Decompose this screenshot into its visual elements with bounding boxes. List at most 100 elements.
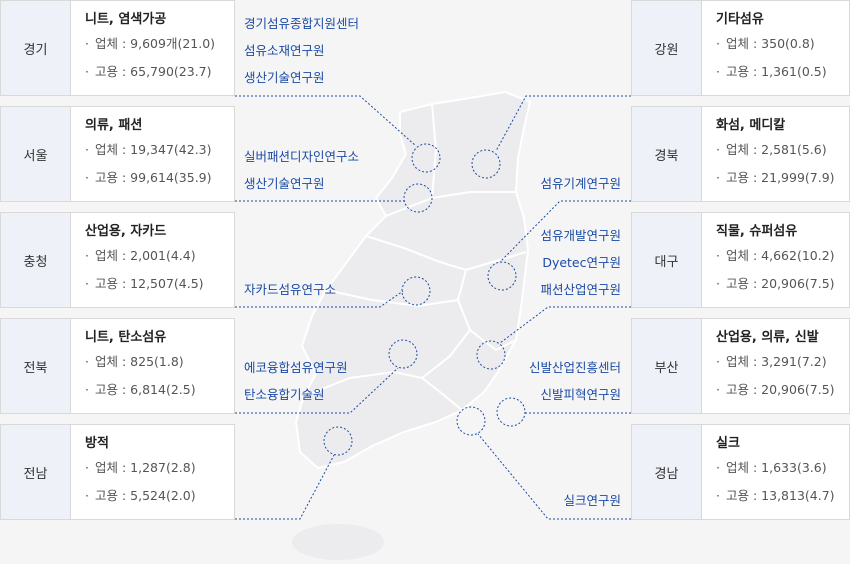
company-stat: · 업체 : 1,287(2.8) [85, 454, 228, 482]
institute-label: 생산기술연구원 [244, 176, 325, 191]
bullet-icon: · [85, 248, 89, 263]
marker-daegu [487, 261, 517, 291]
region-name: 전북 [1, 319, 71, 413]
institute-label: 섬유소재연구원 [244, 43, 325, 58]
jeju-island [292, 524, 384, 560]
company-stat: · 업체 : 3,291(7.2) [716, 348, 843, 376]
industry-label: 니트, 염색가공 [85, 12, 167, 27]
institute-label: 생산기술연구원 [244, 70, 325, 85]
marker-seoul [403, 183, 433, 213]
employment-stat: · 고용 : 20,906(7.5) [716, 376, 843, 404]
employment-stat: · 고용 : 99,614(35.9) [85, 164, 228, 192]
marker-jeonnam [323, 426, 353, 456]
bullet-icon: · [85, 382, 89, 397]
institute-label: 자카드섬유연구소 [244, 282, 337, 297]
connector-gyeongnam [477, 433, 631, 520]
bullet-icon: · [85, 354, 89, 369]
bullet-icon: · [716, 64, 720, 79]
institute-list-seoul: 실버패션디자인연구소 생산기술연구원 [244, 143, 359, 197]
institute-label: 경기섬유종합지원센터 [244, 16, 360, 31]
institute-label: 섬유기계연구원 [540, 176, 621, 191]
region-card-gangwon: 강원 기타섬유 · 업체 : 350(0.8) · 고용 : 1,361(0.5) [631, 0, 850, 96]
bullet-icon: · [716, 248, 720, 263]
connector-chungcheong [235, 290, 404, 308]
marker-busan [476, 340, 506, 370]
institute-label: Dyetec연구원 [542, 255, 621, 270]
region-name: 충청 [1, 213, 71, 307]
region-name: 대구 [632, 213, 702, 307]
region-card-gyeongnam: 경남 실크 · 업체 : 1,633(3.6) · 고용 : 13,813(4.7) [631, 424, 850, 520]
institute-label: 탄소융합기술원 [244, 387, 325, 402]
institute-label: 신발피혁연구원 [540, 387, 621, 402]
industry-label: 실크 [716, 436, 740, 451]
region-card-busan: 부산 산업용, 의류, 신발 · 업체 : 3,291(7.2) · 고용 : 20… [631, 318, 850, 414]
institute-list-gyeongnam: 실크연구원 [563, 487, 621, 514]
institute-list-gyeongbuk: 섬유기계연구원 [540, 170, 621, 197]
industry-label: 니트, 탄소섬유 [85, 330, 167, 345]
industry-label: 방적 [85, 436, 109, 451]
region-card-gyeongbuk: 경북 화섬, 메디칼 · 업체 : 2,581(5.6) · 고용 : 21,999… [631, 106, 850, 202]
employment-stat: · 고용 : 21,999(7.9) [716, 164, 843, 192]
region-card-jeonbuk: 전북 니트, 탄소섬유 · 업체 : 825(1.8) · 고용 : 6,814(2… [0, 318, 235, 414]
bullet-icon: · [85, 460, 89, 475]
region-name: 경남 [632, 425, 702, 519]
region-card-seoul: 서울 의류, 패션 · 업체 : 19,347(42.3) · 고용 : 99,61… [0, 106, 235, 202]
bullet-icon: · [85, 170, 89, 185]
institute-label: 섬유개발연구원 [540, 228, 621, 243]
connector-gangwon [495, 95, 631, 152]
company-stat: · 업체 : 9,609개(21.0) [85, 30, 228, 58]
industry-label: 의류, 패션 [85, 118, 143, 133]
bullet-icon: · [716, 276, 720, 291]
region-card-daegu: 대구 직물, 슈퍼섬유 · 업체 : 4,662(10.2) · 고용 : 20,9… [631, 212, 850, 308]
province-boundaries [303, 103, 527, 411]
connector-jeonnam [235, 454, 335, 520]
bullet-icon: · [85, 488, 89, 503]
institute-label: 신발산업진흥센터 [528, 360, 621, 375]
bullet-icon: · [716, 36, 720, 51]
company-stat: · 업체 : 2,001(4.4) [85, 242, 228, 270]
employment-stat: · 고용 : 20,906(7.5) [716, 270, 843, 298]
institute-label: 에코융합섬유연구원 [244, 360, 348, 375]
region-name: 경북 [632, 107, 702, 201]
marker-busan-2 [496, 397, 526, 427]
region-markers [323, 143, 526, 456]
institute-list-busan: 신발산업진흥센터 신발피혁연구원 [529, 354, 621, 408]
employment-stat: · 고용 : 13,813(4.7) [716, 482, 843, 510]
company-stat: · 업체 : 19,347(42.3) [85, 136, 228, 164]
bullet-icon: · [716, 382, 720, 397]
industry-label: 기타섬유 [716, 12, 764, 27]
institute-list-jeonbuk: 에코융합섬유연구원 탄소융합기술원 [244, 354, 348, 408]
bullet-icon: · [85, 142, 89, 157]
bullet-icon: · [716, 142, 720, 157]
industry-label: 화섬, 메디칼 [716, 118, 786, 133]
bullet-icon: · [716, 354, 720, 369]
korea-peninsula-shape [294, 90, 532, 470]
region-name: 경기 [1, 1, 71, 95]
company-stat: · 업체 : 4,662(10.2) [716, 242, 843, 270]
institute-label: 실버패션디자인연구소 [244, 149, 360, 164]
region-card-chungcheong: 충청 산업용, 자카드 · 업체 : 2,001(4.4) · 고용 : 12,50… [0, 212, 235, 308]
connector-gyeongbuk [499, 200, 631, 263]
region-name: 강원 [632, 1, 702, 95]
institute-list-daegu: 섬유개발연구원 Dyetec연구원 패션산업연구원 [540, 222, 621, 303]
employment-stat: · 고용 : 12,507(4.5) [85, 270, 228, 298]
region-name: 전남 [1, 425, 71, 519]
marker-jeonbuk [388, 339, 418, 369]
bullet-icon: · [85, 64, 89, 79]
bullet-icon: · [85, 36, 89, 51]
employment-stat: · 고용 : 65,790(23.7) [85, 58, 228, 86]
region-card-gyeonggi: 경기 니트, 염색가공 · 업체 : 9,609개(21.0) · 고용 : 65,… [0, 0, 235, 96]
region-name: 부산 [632, 319, 702, 413]
bullet-icon: · [716, 170, 720, 185]
company-stat: · 업체 : 2,581(5.6) [716, 136, 843, 164]
company-stat: · 업체 : 350(0.8) [716, 30, 843, 58]
marker-chungcheong [401, 276, 431, 306]
institute-label: 패션산업연구원 [540, 282, 621, 297]
employment-stat: · 고용 : 5,524(2.0) [85, 482, 228, 510]
employment-stat: · 고용 : 1,361(0.5) [716, 58, 843, 86]
institute-label: 실크연구원 [563, 493, 621, 508]
marker-gyeongnam [456, 406, 486, 436]
connector-lines [235, 95, 631, 520]
